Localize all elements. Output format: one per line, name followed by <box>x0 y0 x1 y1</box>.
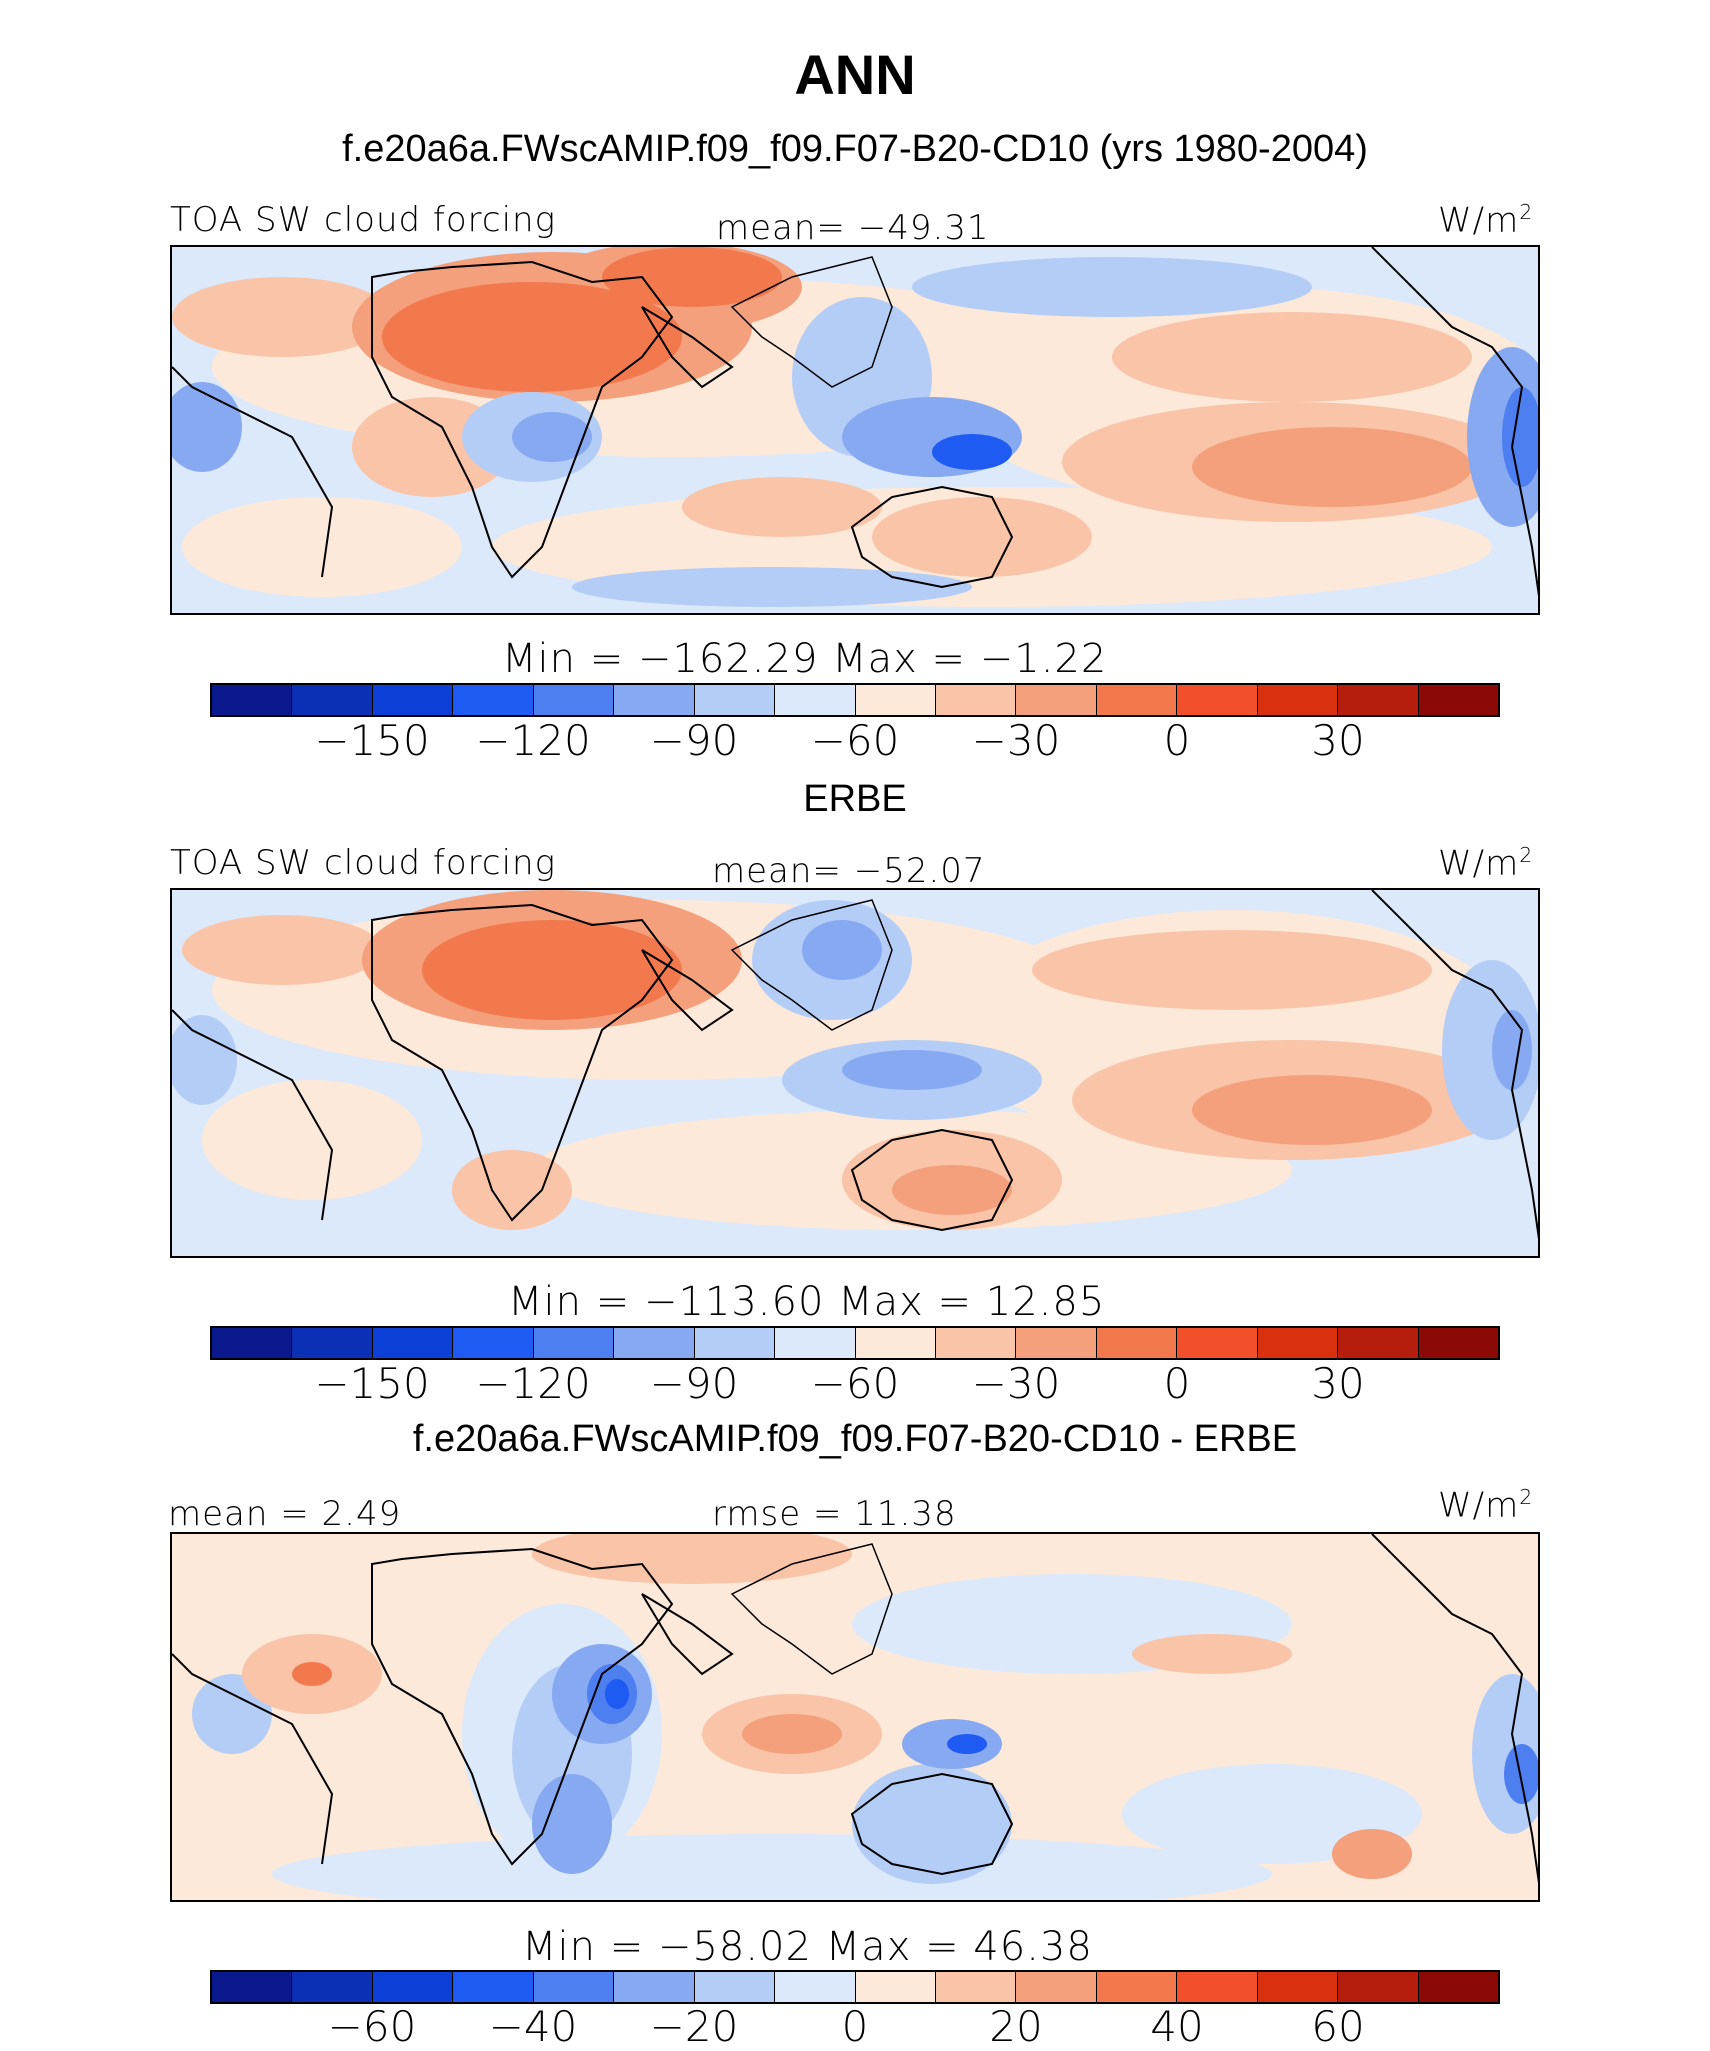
colorbar-cell <box>935 1972 1017 2002</box>
panel-1-tick: −30 <box>971 716 1061 765</box>
colorbar-cell <box>614 685 695 715</box>
colorbar-cell <box>1096 1328 1178 1358</box>
colorbar-cell <box>1338 1328 1419 1358</box>
colorbar-cell <box>614 1328 695 1358</box>
colorbar-cell <box>1257 1328 1339 1358</box>
panel-2-tick: −90 <box>649 1359 739 1408</box>
panel-3-rmse-label: rmse = 11.38 <box>712 1494 957 1534</box>
panel-2-map <box>170 888 1540 1258</box>
panel-1-tick: 0 <box>1163 716 1191 765</box>
panel-2-mean-label: mean= −52.07 <box>712 851 986 891</box>
panel-3-tick: −20 <box>649 2002 739 2051</box>
panel-1-tick: −150 <box>314 716 430 765</box>
colorbar-cell <box>292 1328 373 1358</box>
panel-2-colorbar <box>210 1326 1500 1360</box>
panel-3-min-max: Min = −58.02 Max = 46.38 <box>522 1924 1093 1970</box>
colorbar-cell <box>453 685 534 715</box>
colorbar-cell <box>533 1328 615 1358</box>
colorbar-cell <box>372 1972 454 2002</box>
colorbar-cell <box>453 1972 534 2002</box>
colorbar-cell <box>1338 1972 1419 2002</box>
panel-3-tick: −60 <box>327 2002 417 2051</box>
colorbar-cell <box>1418 685 1498 715</box>
colorbar-cell <box>1257 685 1339 715</box>
colorbar-cell <box>775 1972 856 2002</box>
colorbar-cell <box>453 1328 534 1358</box>
panel-3-map <box>170 1532 1540 1902</box>
panel-3-colorbar <box>210 1970 1500 2004</box>
colorbar-cell <box>1096 1972 1178 2002</box>
panel-2-title: ERBE <box>803 778 907 820</box>
colorbar-cell <box>1418 1972 1498 2002</box>
panel-3-title: f.e20a6a.FWscAMIP.f09_f09.F07-B20-CD10 -… <box>412 1418 1298 1460</box>
panel-1-title: f.e20a6a.FWscAMIP.f09_f09.F07-B20-CD10 (… <box>342 128 1368 170</box>
colorbar-cell <box>1016 1972 1097 2002</box>
panel-2-tick: 30 <box>1311 1359 1365 1408</box>
colorbar-cell <box>292 685 373 715</box>
colorbar-cell <box>775 1328 856 1358</box>
colorbar-cell <box>614 1972 695 2002</box>
colorbar-cell <box>694 1972 776 2002</box>
colorbar-cell <box>1016 1328 1097 1358</box>
panel-1-field-label: TOA SW cloud forcing <box>170 200 556 240</box>
panel-1-mean-label: mean= −49.31 <box>716 208 990 248</box>
panel-2-tick: −120 <box>475 1359 591 1408</box>
colorbar-cell <box>1177 685 1258 715</box>
panel-3-tick: 0 <box>841 2002 869 2051</box>
panel-1-colorbar <box>210 683 1500 717</box>
colorbar-cell <box>855 1972 936 2002</box>
panel-2-units: W/m2 <box>1438 843 1534 884</box>
colorbar-cell <box>855 685 936 715</box>
panel-3-tick: 20 <box>989 2002 1043 2051</box>
colorbar-cell <box>372 1328 454 1358</box>
colorbar-cell <box>533 1972 615 2002</box>
panel-1-map <box>170 245 1540 615</box>
colorbar-cell <box>292 1972 373 2002</box>
colorbar-cell <box>1096 685 1178 715</box>
colorbar-cell <box>1177 1328 1258 1358</box>
panel-2-min-max: Min = −113.60 Max = 12.85 <box>508 1279 1106 1325</box>
panel-1-min-max: Min = −162.29 Max = −1.22 <box>502 636 1108 682</box>
colorbar-cell <box>533 685 615 715</box>
colorbar-cell <box>212 685 293 715</box>
panel-3-units: W/m2 <box>1438 1485 1534 1526</box>
panel-1-tick: −120 <box>475 716 591 765</box>
panel-1-tick: −90 <box>649 716 739 765</box>
colorbar-cell <box>1338 685 1419 715</box>
colorbar-cell <box>1177 1972 1258 2002</box>
panel-3-tick: −40 <box>488 2002 578 2051</box>
colorbar-cell <box>372 685 454 715</box>
panel-3-mean-label: mean = 2.49 <box>168 1494 402 1534</box>
panel-3-tick: 60 <box>1311 2002 1365 2051</box>
panel-2-tick: −60 <box>810 1359 900 1408</box>
colorbar-cell <box>212 1328 293 1358</box>
colorbar-cell <box>935 685 1017 715</box>
panel-1-units: W/m2 <box>1438 200 1534 241</box>
colorbar-cell <box>212 1972 293 2002</box>
colorbar-cell <box>1257 1972 1339 2002</box>
panel-2-field-label: TOA SW cloud forcing <box>170 843 556 883</box>
panel-1-tick: −60 <box>810 716 900 765</box>
colorbar-cell <box>855 1328 936 1358</box>
colorbar-cell <box>935 1328 1017 1358</box>
panel-2-tick: −30 <box>971 1359 1061 1408</box>
colorbar-cell <box>775 685 856 715</box>
colorbar-cell <box>1016 685 1097 715</box>
colorbar-cell <box>694 1328 776 1358</box>
colorbar-cell <box>1418 1328 1498 1358</box>
panel-1-tick: 30 <box>1311 716 1365 765</box>
main-title: ANN <box>794 43 916 106</box>
panel-2-tick: 0 <box>1163 1359 1191 1408</box>
panel-2-tick: −150 <box>314 1359 430 1408</box>
panel-3-tick: 40 <box>1150 2002 1204 2051</box>
colorbar-cell <box>694 685 776 715</box>
